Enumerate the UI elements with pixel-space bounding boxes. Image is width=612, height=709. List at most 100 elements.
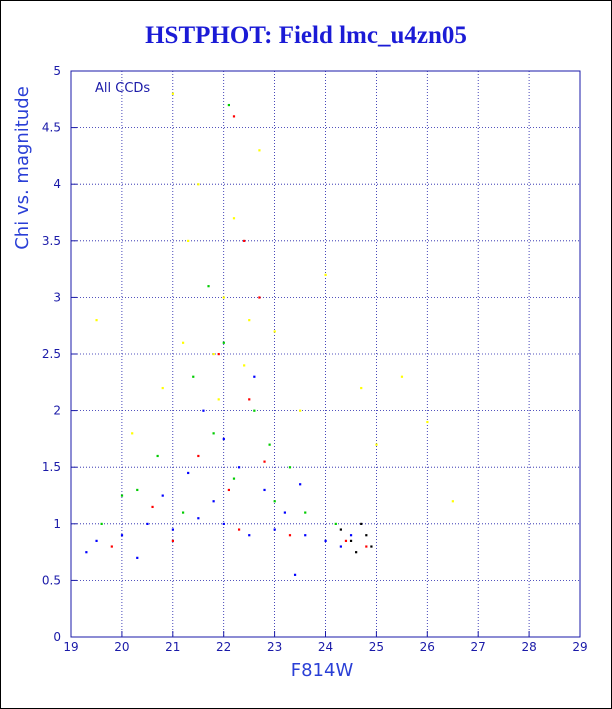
data-point	[339, 528, 342, 531]
x-tick-label: 25	[369, 640, 384, 654]
data-point	[349, 534, 353, 537]
data-point	[288, 534, 292, 537]
data-point	[110, 545, 113, 548]
x-tick-label: 24	[318, 640, 333, 654]
data-point	[299, 483, 302, 486]
data-point	[334, 522, 337, 525]
data-point	[161, 386, 164, 390]
data-point	[222, 437, 225, 441]
series	[100, 103, 337, 525]
data-point	[451, 500, 454, 503]
x-axis-label: F814W	[291, 660, 354, 681]
data-point	[400, 375, 404, 378]
data-point	[237, 528, 241, 531]
data-point	[273, 330, 276, 333]
data-point	[187, 471, 190, 475]
series	[85, 375, 353, 576]
x-tick-label: 28	[521, 640, 536, 654]
data-point	[212, 500, 215, 503]
data-point	[426, 420, 429, 424]
data-point	[304, 534, 307, 537]
data-points	[85, 92, 454, 576]
data-point	[258, 296, 261, 299]
y-tick-label: 1	[53, 517, 61, 531]
data-point	[222, 522, 225, 525]
grid	[70, 70, 581, 638]
y-tick-label: 0.5	[42, 573, 61, 587]
data-point	[232, 217, 236, 220]
data-point	[151, 505, 154, 509]
data-point	[232, 115, 236, 118]
y-tick-label: 3	[53, 290, 61, 304]
data-point	[243, 239, 246, 242]
data-point	[197, 183, 200, 186]
data-point	[120, 494, 124, 497]
data-point	[120, 534, 124, 537]
data-point	[187, 239, 190, 242]
data-point	[375, 443, 378, 446]
data-point	[217, 398, 220, 401]
series	[95, 92, 454, 503]
y-tick-label: 2.5	[42, 347, 61, 361]
data-point	[349, 539, 353, 542]
y-tick-label: 4	[53, 177, 61, 191]
data-point	[365, 534, 368, 537]
data-point	[304, 511, 307, 514]
data-point	[192, 375, 195, 378]
x-tick-label: 20	[114, 640, 129, 654]
x-tick-label: 27	[471, 640, 486, 654]
data-point	[197, 454, 200, 458]
x-tick-label: 21	[165, 640, 180, 654]
y-tick-label: 5	[53, 64, 61, 78]
data-point	[202, 409, 205, 412]
data-point	[100, 522, 103, 525]
data-point	[283, 511, 286, 514]
data-point	[207, 285, 210, 288]
y-axis-label: Chi vs. magnitude	[12, 86, 33, 250]
y-tick-label: 2	[53, 404, 61, 418]
data-point	[95, 539, 98, 542]
data-point	[237, 466, 241, 469]
data-point	[136, 556, 139, 559]
data-point	[268, 443, 271, 446]
data-point	[248, 319, 251, 322]
data-point	[146, 522, 149, 525]
data-point	[273, 528, 276, 531]
data-point	[227, 488, 230, 492]
data-point	[360, 522, 363, 525]
data-point	[131, 432, 134, 435]
x-tick-label: 23	[267, 640, 282, 654]
annotation-label: All CCDs	[95, 81, 150, 96]
data-point	[222, 296, 225, 299]
data-point	[365, 545, 368, 548]
data-point	[324, 273, 327, 276]
data-point	[136, 488, 139, 492]
data-point	[171, 528, 174, 531]
data-point	[212, 353, 215, 356]
data-point	[171, 92, 174, 95]
data-point	[339, 545, 342, 548]
data-point	[288, 466, 292, 469]
data-point	[227, 103, 230, 107]
data-point	[293, 573, 297, 576]
data-point	[197, 517, 200, 520]
x-tick-label: 26	[420, 640, 435, 654]
data-point	[324, 539, 327, 542]
data-point	[370, 545, 373, 548]
data-point	[248, 398, 251, 401]
data-point	[171, 539, 174, 542]
data-point	[344, 539, 348, 542]
data-point	[299, 409, 302, 412]
data-point	[181, 341, 185, 344]
data-point	[263, 488, 266, 492]
data-point	[253, 409, 256, 412]
data-point	[258, 149, 261, 152]
data-point	[360, 386, 363, 390]
y-tick-label: 0	[53, 630, 61, 644]
data-point	[263, 460, 266, 463]
chart-title: HSTPHOT: Field lmc_u4zn05	[145, 22, 467, 49]
y-tick-label: 4.5	[42, 121, 61, 135]
y-tick-label: 1.5	[42, 460, 61, 474]
series	[339, 522, 373, 554]
